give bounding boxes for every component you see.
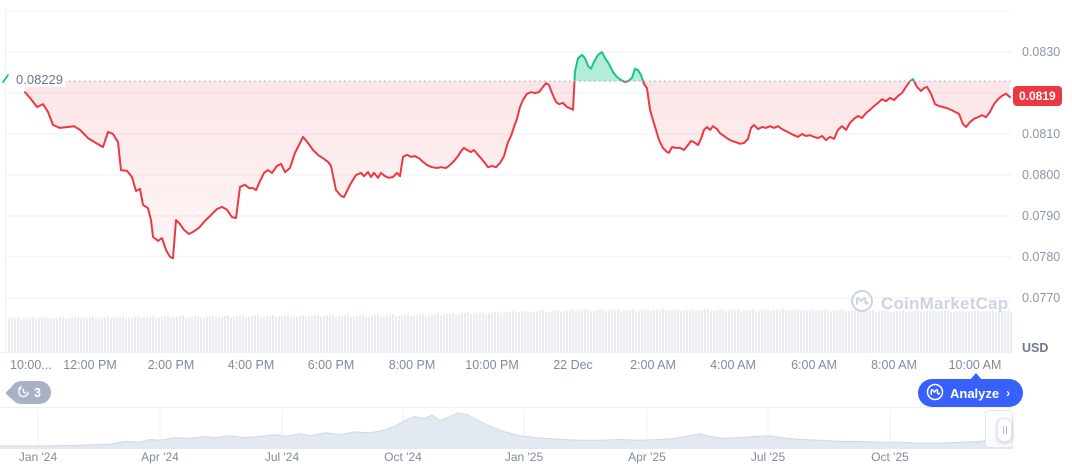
x-axis-label: 12:00 PM [63,358,117,372]
volume-bars [8,309,1012,352]
x-axis-label: 2:00 AM [630,358,676,372]
price-line-down [24,81,1011,260]
navigator-axis-label: Apr '25 [628,450,666,464]
navigator-area-chart[interactable] [0,409,1013,449]
navigator-axis-label: Oct '25 [871,450,909,464]
price-line-chart-canvas[interactable] [0,0,1012,352]
currency-label: USD [1022,341,1049,355]
navigator-axis-label: Jan '24 [18,450,58,464]
navigator-area [0,412,1013,449]
navigator-axis-label: Oct '24 [384,450,422,464]
analyze-logo-icon [926,383,944,404]
analyze-button[interactable]: Analyze › [918,373,1024,407]
x-axis-label: 4:00 PM [227,358,275,372]
x-axis-label: 10:00... [10,358,52,372]
y-axis[interactable]: 0.0819 USD 0.0830 0.0810 0.0800 0.0790 0.078… [1012,0,1072,355]
area-below-baseline [25,81,1010,259]
x-axis-label: 2:00 PM [147,358,195,372]
navigator-selection-window[interactable] [985,410,1013,448]
prev-close-label: 0.08229 [13,72,66,87]
navigator-axis-label: Jul '24 [264,450,300,464]
coinmarketcap-logo-icon [850,289,874,318]
coinmarketcap-watermark: CoinMarketCap [850,289,1008,318]
x-axis-label: 8:00 PM [388,358,436,372]
watermark-text: CoinMarketCap [881,293,1009,313]
x-axis-label: 6:00 AM [791,358,837,372]
y-axis-label: 0.0790 [1022,208,1061,223]
y-axis-label: 0.0810 [1022,126,1061,141]
navigator-drag-handle[interactable] [997,418,1012,442]
chevron-right-icon: › [1006,386,1011,400]
navigator-line [0,412,1013,447]
x-axis-label: 10:00 PM [465,358,519,372]
y-axis-label: 0.0830 [1022,45,1061,60]
navigator-axis-label: Apr '24 [141,450,179,464]
x-axis-divider [0,352,1012,353]
x-axis-label: 22 Dec [553,358,593,372]
analyze-pointer-arrow [970,373,982,380]
navigator-axis-label: Jul '25 [750,450,786,464]
open-price-tick [2,74,9,84]
navigator-axis: Jan '24 Apr '24 Jul '24 Oct '24 Jan '25 Apr '… [0,450,1013,468]
x-axis-label: 6:00 PM [307,358,355,372]
main-price-chart[interactable]: 0.08229 CoinMarketCap [0,0,1012,352]
history-count: 3 [34,385,41,400]
x-axis[interactable]: 10:00... 12:00 PM 2:00 PM 4:00 PM 6:00 PM 8:0… [0,358,1012,376]
navigator-axis-label: Jan '25 [504,450,544,464]
y-axis-label: 0.0780 [1022,249,1061,264]
history-badge[interactable]: 3 [10,381,51,404]
range-navigator[interactable] [0,407,1013,449]
y-axis-label: 0.0800 [1022,167,1061,182]
x-axis-label: 4:00 AM [710,358,756,372]
history-clock-icon [17,385,30,401]
current-price-badge: 0.0819 [1013,86,1062,107]
x-axis-label: 8:00 AM [871,358,917,372]
x-axis-label: 10:00 AM [948,358,1002,372]
analyze-label: Analyze [950,385,1000,401]
y-axis-label: 0.0770 [1022,290,1061,305]
